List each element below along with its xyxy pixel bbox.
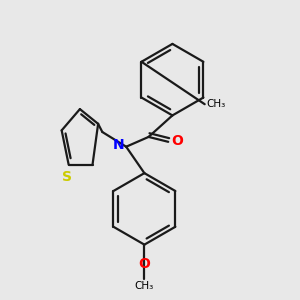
Text: O: O (138, 257, 150, 271)
Text: S: S (61, 170, 72, 184)
Text: CH₃: CH₃ (207, 99, 226, 109)
Text: O: O (171, 134, 183, 148)
Text: N: N (112, 138, 124, 152)
Text: CH₃: CH₃ (135, 281, 154, 291)
